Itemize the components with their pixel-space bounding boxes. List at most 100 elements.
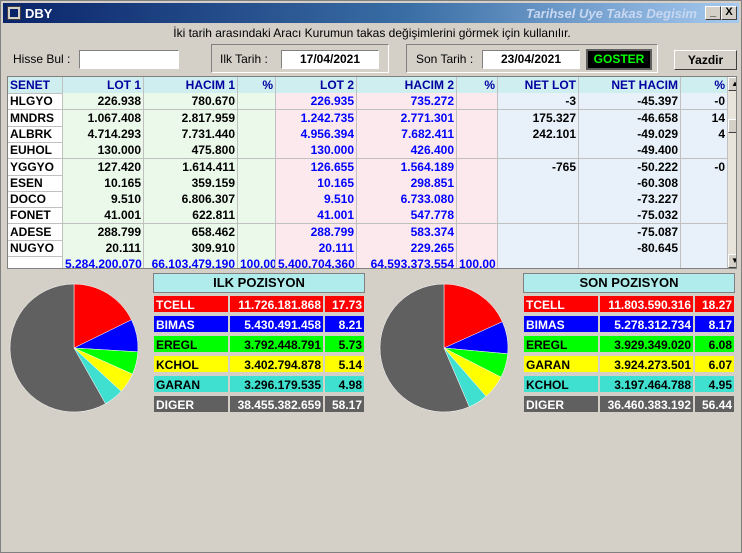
row-symbol[interactable]: FONET [8,207,63,225]
grid-cell-lot1: 127.420 [63,158,144,176]
grid-cell-hacim2: 735.272 [357,93,457,111]
column-header-lot1[interactable]: LOT 1 [63,77,144,94]
son-position-pct: 8.17 [694,315,735,333]
row-symbol[interactable]: EUHOL [8,142,63,160]
ilk-pie-slice-tcell [73,283,132,349]
son-position-name: BIMAS [523,315,599,333]
grid-cell-p1 [238,223,276,241]
row-symbol[interactable]: ADESE [8,223,63,241]
grid-cell-p1 [238,109,276,127]
grid-cell-p1 [238,174,276,192]
son-position-value: 3.197.464.788 [599,375,694,393]
son-position-value: 5.278.312.734 [599,315,694,333]
row-symbol[interactable]: HLGYO [8,93,63,111]
column-header-hacim2[interactable]: HACIM 2 [357,77,457,94]
column-header-netlot[interactable]: NET LOT [498,77,579,94]
grid-cell-hacim2: 229.265 [357,240,457,257]
start-date-group [211,44,389,73]
grid-cell-p1 [238,125,276,143]
row-symbol[interactable]: MNDRS [8,109,63,127]
column-header-lot2[interactable]: LOT 2 [276,77,357,94]
grid-cell-p2 [457,207,498,225]
row-symbol[interactable]: ALBRK [8,125,63,143]
column-header-hacim1[interactable]: HACIM 1 [144,77,238,94]
grid-cell-hacim2: 547.778 [357,207,457,225]
ilk-position-name: DIGER [153,395,229,413]
grid-cell-hacim2: 583.374 [357,223,457,241]
start-date-field[interactable]: 17/04/2021 [281,50,379,69]
row-symbol[interactable]: NUGYO [8,240,63,257]
row-symbol[interactable]: ESEN [8,174,63,192]
print-button[interactable]: Yazdir [674,50,737,70]
close-button[interactable]: X [721,6,737,20]
ilk-position-name: KCHOL [153,355,229,373]
total-cell-p2: 100,00 [457,256,498,268]
grid-cell-p3 [681,223,728,241]
grid-cell-nethacim: -46.658 [579,109,681,127]
son-position-pct: 18.27 [694,295,735,313]
grid-cell-p3 [681,191,728,209]
grid-cell-netlot [498,240,579,257]
grid-cell-p2 [457,109,498,127]
ilk-position-name: GARAN [153,375,229,393]
grid-cell-nethacim: -45.397 [579,93,681,111]
row-symbol[interactable]: YGGYO [8,158,63,176]
minimize-button[interactable]: _ [705,6,721,20]
row-symbol[interactable]: DOCO [8,191,63,209]
grid-cell-lot2: 9.510 [276,191,357,209]
son-position-row: BIMAS 5.278.312.734 8.17 [523,315,735,333]
grid-cell-hacim1: 359.159 [144,174,238,192]
grid-cell-p1 [238,158,276,176]
stock-search-input[interactable] [79,50,179,69]
column-header-nethacim[interactable]: NET HACIM [579,77,681,94]
scroll-thumb[interactable] [728,119,736,133]
grid-cell-p3: -0 [681,158,728,176]
end-date-field[interactable]: 23/04/2021 [482,50,580,69]
grid-cell-lot2: 288.799 [276,223,357,241]
grid-cell-p2 [457,158,498,176]
scroll-up-arrow-icon[interactable]: ▲ [728,77,736,91]
grid-cell-lot1: 226.938 [63,93,144,111]
grid-cell-p2 [457,174,498,192]
son-pie-slice-diger [379,283,470,413]
son-position-title: SON POZISYON [523,273,735,293]
son-position-value: 36.460.383.192 [599,395,694,413]
column-header-p2[interactable]: % [457,77,498,94]
window-title: DBY [25,6,53,21]
grid-cell-p2 [457,240,498,257]
ilk-position-value: 11.726.181.868 [229,295,324,313]
ilk-position-row: GARAN 3.296.179.535 4.98 [153,375,365,393]
son-position-value: 3.924.273.501 [599,355,694,373]
total-cell-hacim2: 64.593.373.554 [357,256,457,268]
grid-cell-hacim1: 622.811 [144,207,238,225]
grid-cell-nethacim: -60.308 [579,174,681,192]
son-position-pct: 6.08 [694,335,735,353]
ilk-position-pct: 4.98 [324,375,365,393]
grid-cell-p3: 4 [681,125,728,143]
grid-cell-netlot: -3 [498,93,579,111]
grid-cell-hacim1: 7.731.440 [144,125,238,143]
show-button[interactable]: GOSTER [586,49,652,70]
grid-cell-hacim2: 298.851 [357,174,457,192]
ilk-position-value: 3.296.179.535 [229,375,324,393]
ilk-position-pct: 58.17 [324,395,365,413]
column-header-senet[interactable]: SENET [8,77,63,94]
son-position-pct: 4.95 [694,375,735,393]
grid-scrollbar[interactable]: ▲ ▼ [728,77,736,268]
column-header-p1[interactable]: % [238,77,276,94]
ilk-position-pct: 5.73 [324,335,365,353]
grid-cell-lot2: 130.000 [276,142,357,160]
grid-cell-hacim1: 658.462 [144,223,238,241]
son-position-row: EREGL 3.929.349.020 6.08 [523,335,735,353]
grid-cell-lot1: 9.510 [63,191,144,209]
grid-cell-hacim2: 2.771.301 [357,109,457,127]
total-cell-nethacim [579,256,681,268]
column-header-p3[interactable]: % [681,77,728,94]
son-position-name: GARAN [523,355,599,373]
ilk-position-row: BIMAS 5.430.491.458 8.21 [153,315,365,333]
son-position-value: 11.803.590.316 [599,295,694,313]
scroll-down-arrow-icon[interactable]: ▼ [728,254,736,268]
total-cell-netlot [498,256,579,268]
son-position-pct: 56.44 [694,395,735,413]
